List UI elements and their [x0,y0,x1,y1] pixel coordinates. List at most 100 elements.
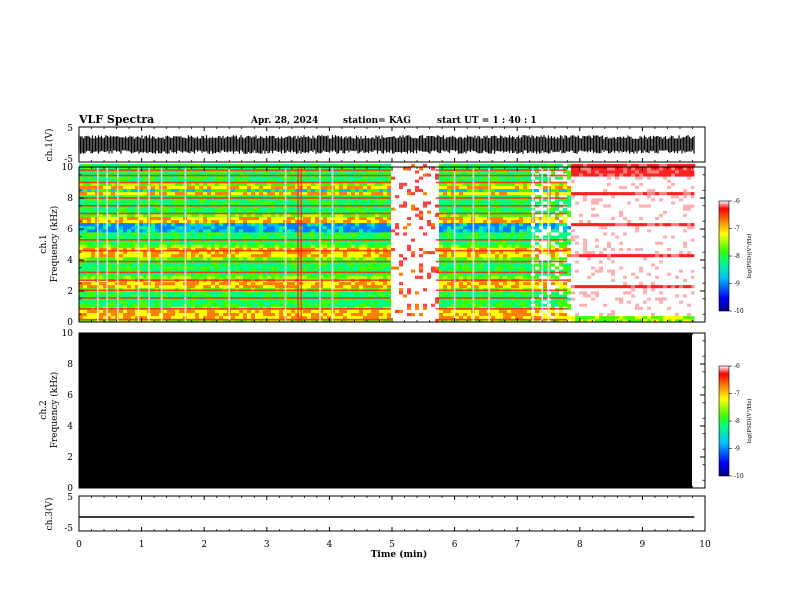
spectrogram-cell [439,253,444,258]
spectrogram-cell [255,250,260,255]
spectrogram-cell [291,219,296,224]
spectrogram-cell [255,216,260,220]
spectrogram-cell [423,300,428,304]
spectrogram-cell [315,250,320,255]
spectrogram-cell [231,179,236,183]
spectrogram-cell [311,219,316,224]
spectrogram-cell [351,297,356,301]
spectrogram-cell [119,253,124,258]
spectrogram-cell [427,185,432,189]
spectrogram-cell [255,309,260,313]
spectrogram-cell [207,222,212,227]
ch1-ylabel: ch.1(V) [44,129,55,162]
spectrogram-cell [363,213,368,217]
spectrogram-cell [191,294,196,298]
spectrogram-cell [103,266,108,270]
spectrogram-cell [347,201,352,205]
spectrogram-cell [199,188,204,193]
spectrogram-cell [455,210,460,214]
spectrogram-cell [203,213,208,217]
spectrogram-cell [119,263,124,267]
spectrogram-cell [455,163,460,168]
spectrogram-cell [447,207,452,211]
spectrogram-cell [355,241,360,245]
spectrogram-cell [347,294,352,298]
spectrogram-cell [363,235,368,239]
spectrogram-cell [367,194,372,199]
spectrogram-cell [195,219,200,224]
spectrogram-cell [315,176,320,180]
spectrogram-cell [175,194,180,199]
spectrogram-cell [123,216,128,220]
spectrogram-cell [195,241,200,245]
spectrogram-cell [127,216,132,220]
spectrogram-cell [215,216,220,220]
spectrogram-cell [247,194,252,199]
spectrogram-cell [87,219,92,224]
spectrogram-cell [171,318,176,323]
spectrogram-cell [155,219,160,224]
spectrogram-cell [247,291,252,295]
spectrogram-cell [259,281,264,286]
spectrogram-cell [463,309,468,313]
spectrogram-cell [155,312,160,317]
spectrogram-cell [359,235,364,239]
spectrogram-cell [407,204,412,208]
spectrogram-cell [199,318,204,323]
spectrogram-cell [255,297,260,301]
spectrogram-cell [247,284,252,289]
spectrogram-cell [111,163,116,168]
spectrogram-cell [107,176,112,180]
spectrogram-cell [127,272,132,276]
spectrogram-cell [91,176,96,180]
spectrogram-cell [455,309,460,313]
spectrogram-cell [79,229,84,233]
spectrogram-cell [411,250,416,255]
spectrogram-cell [439,232,444,236]
spectrogram-cell [395,229,400,233]
spectrogram-cell [195,194,200,199]
spectrogram-cell [103,312,108,317]
spectrogram-cell [187,241,192,245]
spectrogram-cell [287,297,292,301]
spectrogram-cell [187,312,192,317]
spectrogram-cell [191,266,196,270]
spectrogram-cell [371,176,376,180]
spectrogram-cell [179,281,184,286]
spectrogram-cell [311,300,316,304]
spectrogram-cell [455,188,460,193]
spectrogram-cell [319,219,324,224]
spectrogram-cell [175,247,180,251]
spectrogram-cell [239,315,244,320]
spectrogram-cell [203,210,208,214]
spectrogram-cell [375,207,380,211]
spectrogram-cell [467,294,472,298]
spectrogram-cell [407,278,412,282]
spectrogram-cell [315,185,320,189]
spectrogram-cell [215,170,220,174]
spectrogram-cell [259,194,264,199]
spectrogram-cell [187,272,192,276]
spectrogram-cell [119,179,124,183]
spectrogram-cell [419,300,424,304]
spectrogram-cell [143,229,148,233]
spectrogram-cell [387,312,392,317]
spectrogram-cell [427,281,432,286]
spectrogram-cell [383,291,388,295]
spectrogram-cell [131,297,136,301]
spectrogram-cell [375,170,380,174]
spectrogram-cell [379,244,384,248]
spectrogram-cell [359,241,364,245]
spectrogram-cell [207,244,212,248]
spectrogram-cell [259,167,264,171]
spectrogram-cell [435,201,440,205]
spectrogram-cell [311,269,316,273]
spectrogram-cell [279,191,284,196]
spectrogram-cell [223,315,228,320]
spectrogram-cell [143,303,148,307]
spectrogram-cell [179,244,184,248]
spectrogram-cell [323,312,328,317]
spectrogram-cell [87,312,92,317]
spectrogram-cell [131,247,136,251]
spectrogram-cell [363,309,368,313]
